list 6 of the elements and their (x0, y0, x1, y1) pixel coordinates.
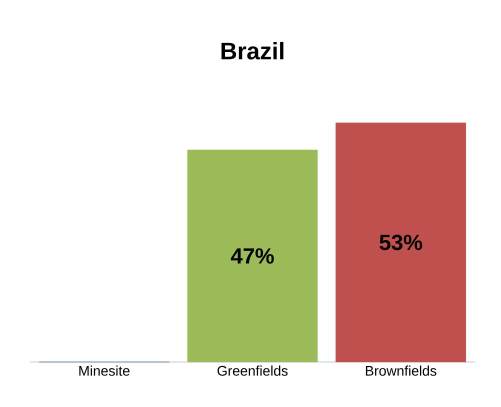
chart-title: Brazil (222, 42, 284, 60)
x-tick-label: Brownfields (366, 366, 436, 376)
x-tick-label: Minesite (79, 366, 130, 376)
x-tick-label: Greenfields (218, 366, 288, 376)
data-label: 53% (380, 234, 422, 250)
data-label: 47% (230, 248, 274, 264)
